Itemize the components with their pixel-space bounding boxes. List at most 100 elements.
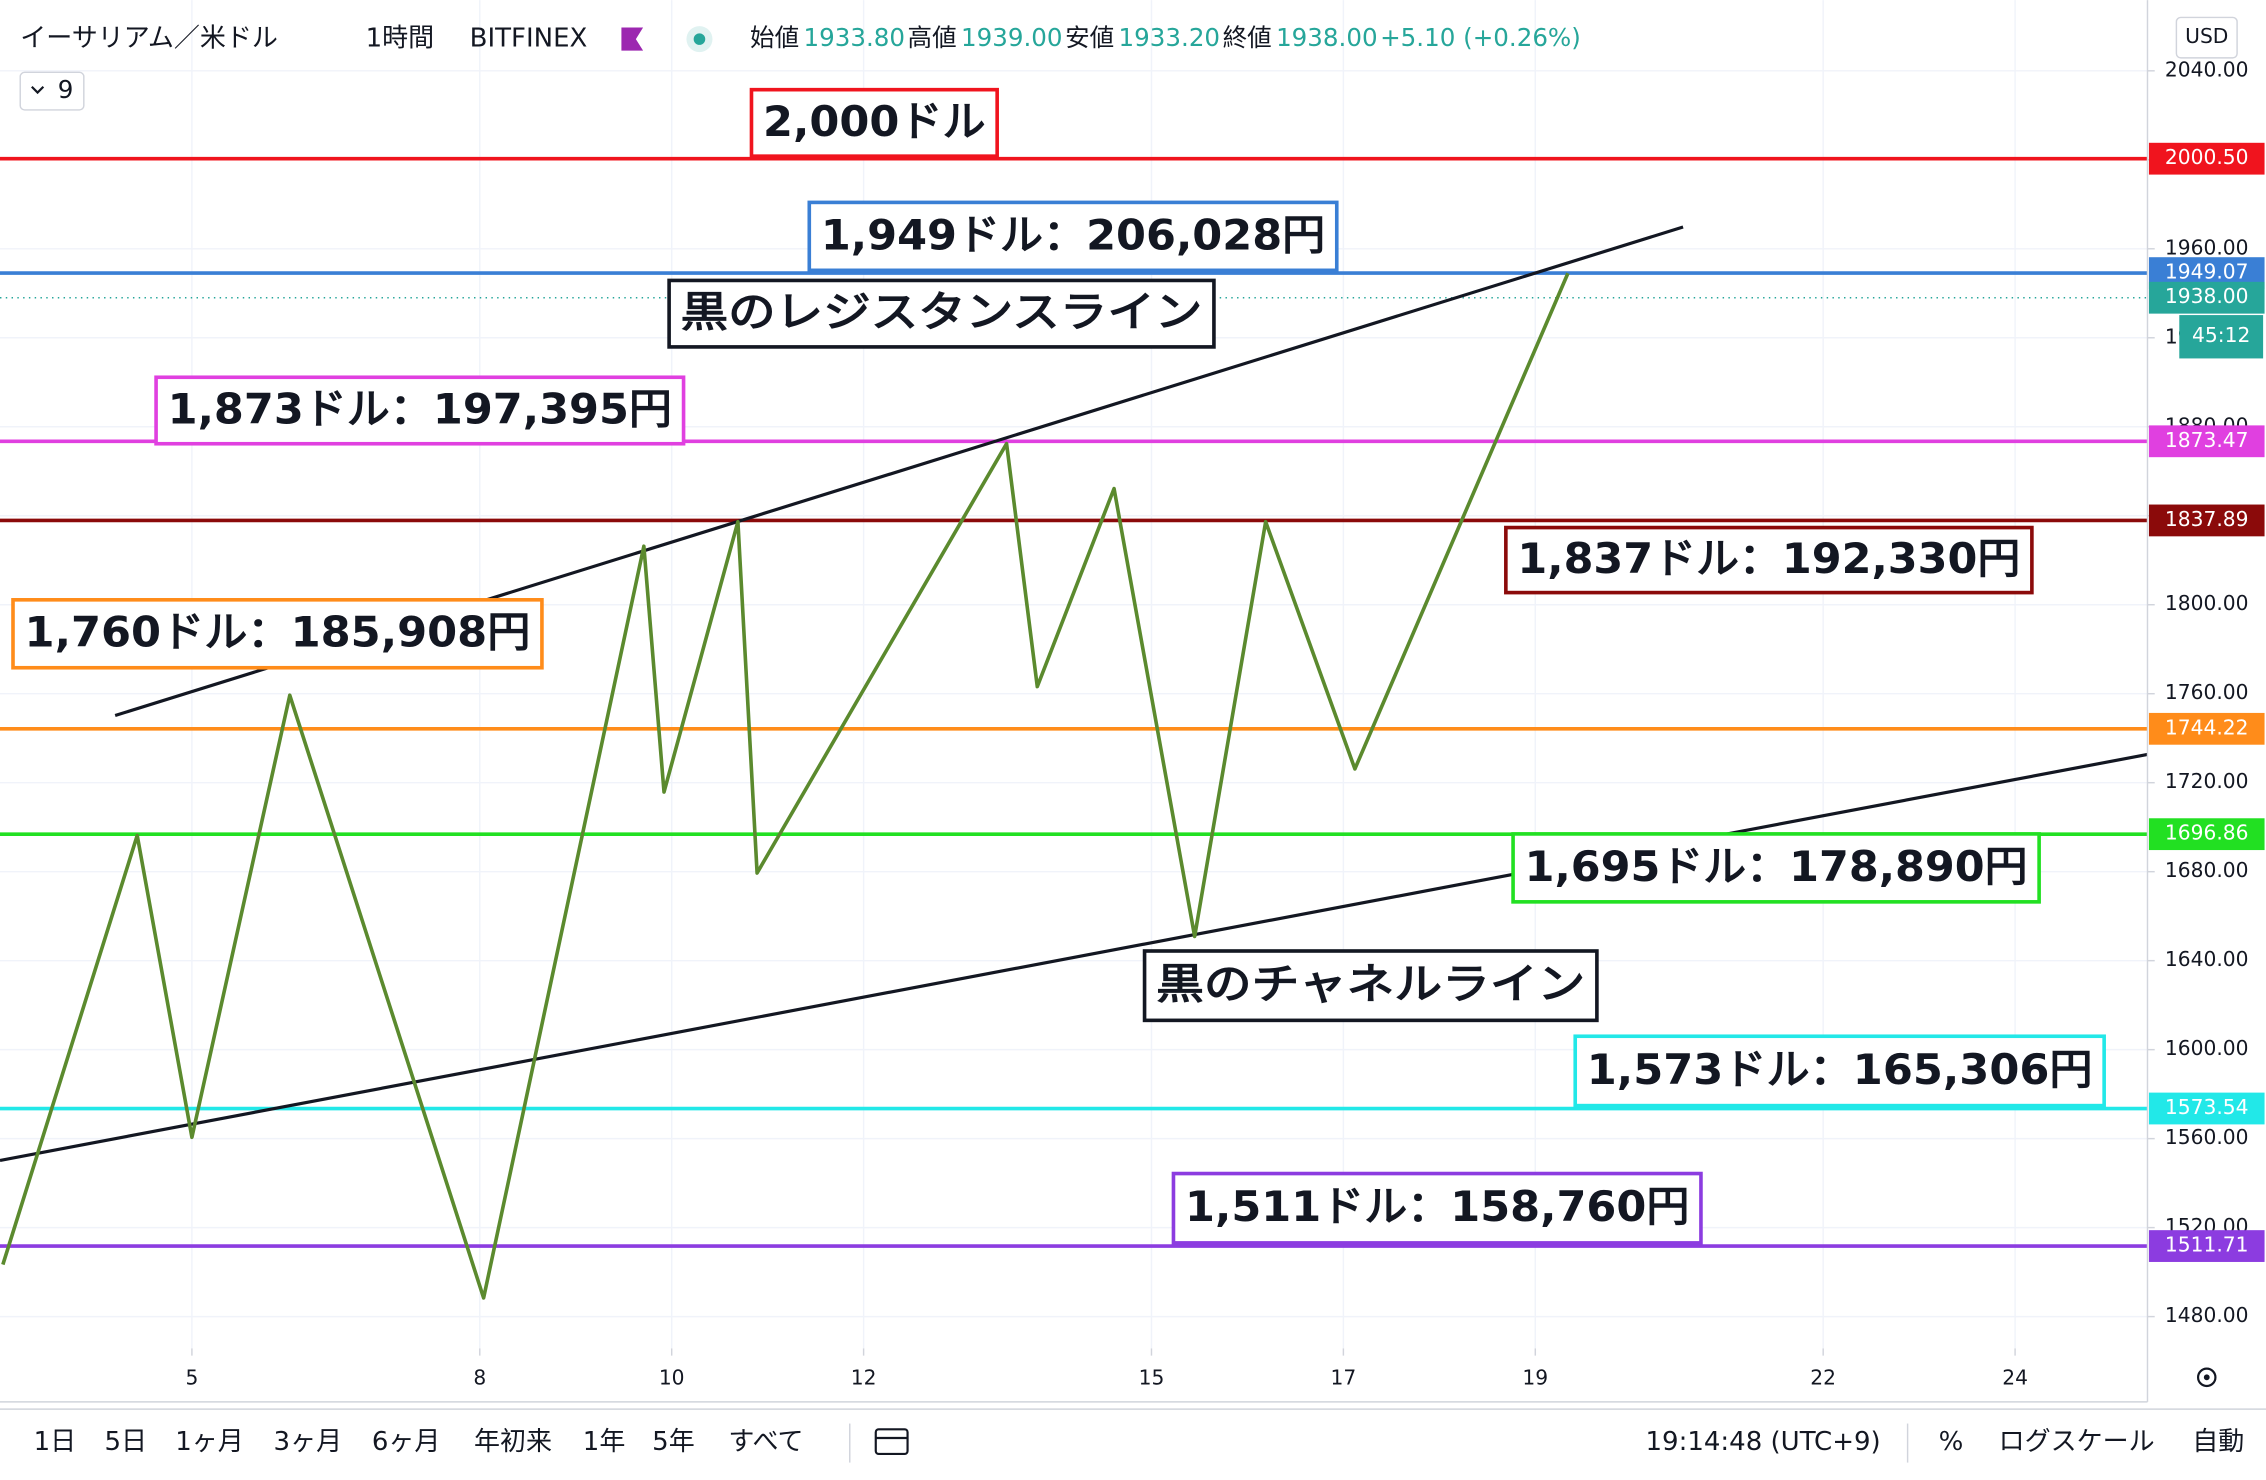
y-tick-label: 1760.00 (2165, 680, 2249, 704)
percent-toggle[interactable]: % (1939, 1427, 1964, 1457)
price-label-bg (2148, 142, 2265, 175)
range-button[interactable]: 6ヶ月 (372, 1427, 441, 1457)
annotation-text: 2,000ドル (763, 97, 986, 146)
range-button[interactable]: 5年 (652, 1427, 695, 1457)
countdown: 45:12 (2192, 323, 2250, 347)
annotation-text: 1,873ドル：197,395円 (168, 384, 672, 433)
annotation-box (1142, 949, 1599, 1023)
price-label: 1696.86 (2165, 821, 2249, 845)
y-tick-label: 1680.00 (2165, 858, 2249, 882)
range-button[interactable]: 年初来 (474, 1427, 552, 1457)
price-label: 1949.07 (2165, 260, 2249, 284)
ohlc-label: 高値 (908, 23, 957, 52)
price-label: 1837.89 (2165, 507, 2249, 531)
price-label: 1573.54 (2165, 1095, 2249, 1119)
annotation-box (1511, 832, 2041, 904)
x-tick-label: 12 (851, 1365, 877, 1389)
indicator-count: 9 (58, 75, 74, 104)
ohlc-value: 1933.80 (804, 23, 906, 52)
ohlc-value: 1933.20 (1119, 23, 1221, 52)
annotation-box (154, 375, 686, 446)
range-button[interactable]: 1ヶ月 (175, 1427, 244, 1457)
ohlc-value: 1939.00 (961, 23, 1063, 52)
auto-toggle[interactable]: 自動 (2192, 1427, 2244, 1457)
x-tick-label: 17 (1331, 1365, 1357, 1389)
x-tick-label: 22 (1810, 1365, 1836, 1389)
range-button[interactable]: すべて (728, 1427, 803, 1457)
log-toggle[interactable]: ログスケール (1999, 1427, 2155, 1457)
x-axis: 5 8 10 12 15 17 19 22 24 (185, 1348, 2028, 1389)
change: +5.10 (+0.26%) (1380, 23, 1581, 52)
price-label-bg (2148, 425, 2265, 458)
range-button[interactable]: 3ヶ月 (274, 1427, 343, 1457)
range-button[interactable]: 1日 (34, 1427, 77, 1457)
annotation-text: 1,760ドル：185,908円 (25, 608, 531, 657)
annotation-box (1171, 1171, 1703, 1245)
annotation-text: 1,949ドル：206,028円 (821, 210, 1325, 259)
toolbar: 1日 5日 1ヶ月 3ヶ月 6ヶ月 年初来 1年 5年 すべて (34, 1427, 804, 1457)
price-label: 2000.50 (2165, 145, 2249, 169)
chevron-icon (31, 86, 45, 95)
price-label-bg (2148, 504, 2265, 537)
flag-icon[interactable] (621, 27, 644, 51)
range-button[interactable]: 1年 (583, 1427, 626, 1457)
price-label-bg (2148, 818, 2265, 851)
annotations: 2,000ドル 1,949ドル：206,028円黒のレジスタンスライン1,873ド… (11, 87, 2106, 1245)
x-tick-label: 19 (1522, 1365, 1548, 1389)
exchange: BITFINEX (470, 24, 588, 54)
y-tick-label: 2040.00 (2165, 57, 2249, 81)
annotation-text: 1,573ドル：165,306円 (1587, 1045, 2093, 1094)
zigzag-line (1, 272, 1570, 1300)
ohlc-value: 1938.00 (1276, 23, 1378, 52)
ohlc-label: 終値 (1223, 23, 1272, 52)
annotation-text: 黒のチャネルライン (1156, 960, 1585, 1009)
annotation-box (807, 200, 1339, 273)
annotation-text: 1,837ドル：192,330円 (1517, 534, 2020, 583)
price-label: 1873.47 (2165, 428, 2249, 452)
interval[interactable]: 1時間 (366, 24, 435, 54)
currency-box[interactable] (2175, 16, 2238, 59)
plot (0, 156, 2148, 1300)
price-label-bg (2148, 281, 2265, 314)
ohlc: 始値 1933.80 高値 1939.00 安値 1933.20 終値 1938.00 (750, 23, 1378, 52)
y-tick-label: 1720.00 (2165, 769, 2249, 793)
x-tick-label: 8 (473, 1365, 486, 1389)
settings-icon[interactable] (2196, 1367, 2217, 1388)
x-tick-label: 15 (1139, 1365, 1165, 1389)
price-label-bg (2148, 712, 2265, 745)
ohlc-label: 始値 (750, 23, 799, 52)
price-label-bg (2148, 1230, 2265, 1262)
annotation-text: 1,511ドル：158,760円 (1185, 1182, 1689, 1231)
y-tick-label: 1640.00 (2165, 947, 2249, 971)
price-label: 1744.22 (2165, 715, 2249, 739)
x-tick-label: 24 (2002, 1365, 2028, 1389)
y-tick-label: 1480.00 (2165, 1303, 2249, 1327)
y-tick-label: 1960.00 (2165, 235, 2249, 259)
currency: USD (2185, 24, 2228, 48)
annotation-text: 1,695ドル：178,890円 (1525, 842, 2028, 891)
ohlc-label: 安値 (1065, 23, 1114, 52)
y-tick-label: 1600.00 (2165, 1036, 2249, 1060)
clock: 19:14:48 (UTC+9) (1645, 1427, 1880, 1457)
annotation-box (11, 598, 544, 670)
x-tick-label: 5 (185, 1365, 198, 1389)
symbol: イーサリアム／米ドル (20, 24, 278, 54)
annotation-text: 黒のレジスタンスライン (681, 288, 1203, 337)
indicator-toggle[interactable] (19, 71, 85, 111)
price-label: 1938.00 (2165, 284, 2249, 308)
x-tick-label: 10 (659, 1365, 685, 1389)
price-label: 1511.71 (2165, 1233, 2249, 1257)
range-button[interactable]: 5日 (104, 1427, 147, 1457)
price-label-bg (2148, 1092, 2265, 1125)
compare-icon[interactable] (874, 1428, 909, 1455)
status-dot (693, 33, 706, 45)
countdown-bg (2179, 315, 2264, 359)
y-axis: 1480.001520.001560.001600.001640.001680.… (2147, 57, 2265, 1327)
annotation-box (1504, 525, 2034, 595)
annotation-box (749, 87, 999, 158)
trend-line (0, 752, 2148, 1162)
annotation-box (667, 278, 1216, 349)
y-tick-label: 1800.00 (2165, 591, 2249, 615)
